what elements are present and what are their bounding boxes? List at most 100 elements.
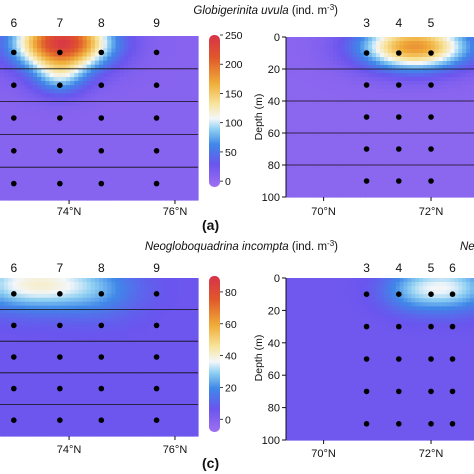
heatmap-cell [82, 167, 88, 172]
heatmap-cell [16, 313, 22, 319]
heatmap-cell [53, 301, 59, 307]
heatmap-cell [387, 57, 393, 62]
heatmap-cell [352, 149, 358, 154]
heatmap-cell [49, 167, 55, 172]
heatmap-cell [123, 349, 129, 354]
heatmap-cell [41, 163, 46, 168]
heatmap-cell [103, 278, 108, 283]
heatmap-cell [41, 52, 46, 58]
heatmap-cell [380, 89, 385, 94]
heatmap-cell [74, 101, 79, 107]
heatmap-cell [177, 305, 183, 311]
heatmap-cell [123, 360, 129, 366]
heatmap-cell [70, 183, 75, 189]
heatmap-cell [423, 125, 428, 130]
heatmap-cell [430, 153, 436, 158]
heatmap-cell [185, 278, 191, 283]
heatmap-cell [364, 45, 369, 50]
heatmap-cell [103, 341, 108, 346]
heatmap-cell [403, 153, 409, 158]
heatmap-cell [61, 167, 67, 172]
heatmap-cell [415, 49, 420, 54]
heatmap-cell [169, 278, 174, 283]
heatmap-cell [193, 281, 199, 287]
heatmap-cell [107, 130, 112, 135]
heatmap-cell [82, 77, 88, 82]
heatmap-cell [140, 85, 145, 90]
heatmap-cell [297, 97, 303, 102]
heatmap-cell [66, 278, 71, 283]
heatmap-cell [152, 187, 158, 193]
heatmap-cell [103, 93, 108, 99]
station-label: 9 [153, 261, 160, 275]
heatmap-cell [321, 105, 326, 110]
heatmap-cell [438, 57, 444, 62]
heatmap-cell [423, 113, 428, 118]
heatmap-cell [66, 52, 71, 58]
heatmap-cell [376, 153, 381, 158]
heatmap-cell [123, 40, 129, 45]
heatmap-cell [12, 122, 18, 127]
heatmap-cell [86, 118, 92, 123]
heatmap-cell [53, 64, 59, 70]
heatmap-cell [399, 57, 405, 62]
heatmap-cell [37, 77, 42, 82]
heatmap-cell [352, 105, 358, 110]
heatmap-cell [156, 113, 162, 119]
heatmap-cell [70, 97, 75, 103]
heatmap-cell [103, 175, 108, 181]
heatmap-cell [115, 97, 121, 103]
heatmap-cell [313, 153, 318, 158]
heatmap-cell [115, 77, 121, 82]
heatmap-cell [372, 93, 377, 98]
heatmap-cell [49, 126, 55, 131]
heatmap-cell [8, 187, 13, 193]
heatmap-cell [415, 145, 420, 150]
heatmap-cell [305, 93, 311, 98]
heatmap-cell [144, 285, 150, 291]
heatmap-cell [94, 171, 100, 176]
heatmap-cell [462, 117, 467, 122]
heatmap-cell [41, 325, 46, 330]
heatmap-cell [66, 349, 71, 354]
heatmap-cell [169, 317, 174, 323]
heatmap-cell [132, 321, 137, 326]
heatmap-cell [387, 93, 393, 98]
heatmap-cell [458, 73, 463, 78]
heatmap-cell [438, 45, 444, 50]
heatmap-cell [297, 153, 303, 158]
heatmap-cell [160, 105, 166, 111]
heatmap-cell [127, 163, 133, 168]
heatmap-cell [305, 41, 311, 46]
heatmap-cell [344, 65, 350, 70]
heatmap-cell [189, 72, 195, 78]
heatmap-cell [37, 113, 42, 119]
heatmap-cell [66, 333, 71, 338]
heatmap-cell [57, 89, 63, 94]
heatmap-cell [360, 193, 365, 198]
heatmap-cell [403, 73, 409, 78]
heatmap-cell [372, 181, 377, 186]
heatmap-cell [454, 185, 459, 190]
heatmap-cell [140, 150, 145, 156]
heatmap-cell [82, 301, 88, 307]
heatmap-cell [403, 109, 409, 114]
heatmap-cell [24, 97, 30, 103]
heatmap-cell [301, 193, 307, 198]
heatmap-cell [41, 345, 46, 350]
heatmap-cell [37, 333, 42, 338]
heatmap-cell [438, 165, 444, 170]
heatmap-cell [360, 101, 365, 106]
heatmap-cell [49, 44, 55, 49]
heatmap-cell [115, 191, 121, 197]
heatmap-cell [115, 44, 121, 49]
heatmap-cell [462, 53, 467, 58]
heatmap-cell [152, 122, 158, 127]
heatmap-cell [446, 37, 452, 42]
heatmap-cell [185, 97, 191, 103]
heatmap-cell [37, 337, 42, 342]
heatmap-cell [430, 37, 436, 42]
heatmap-cell [20, 301, 26, 307]
heatmap-cell [82, 150, 88, 156]
